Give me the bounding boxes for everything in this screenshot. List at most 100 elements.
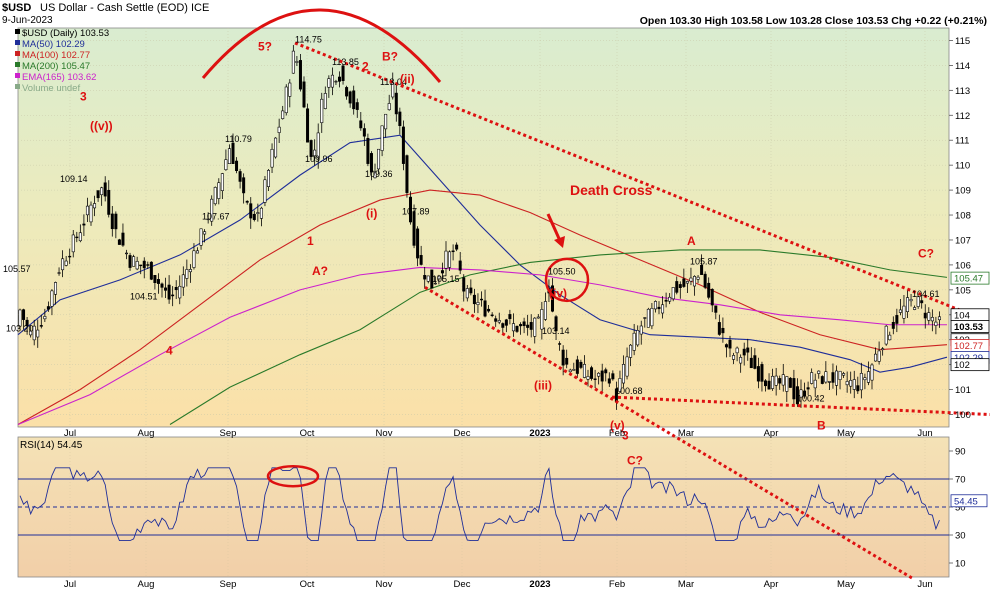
candle-body [682, 278, 686, 287]
wave-label: B [817, 418, 826, 432]
candle-body [203, 231, 207, 235]
candle-body [763, 380, 767, 387]
candle-body [455, 244, 459, 250]
candle-body [817, 370, 821, 374]
candle-body [291, 50, 295, 74]
candle-body [621, 364, 625, 384]
candle-body [18, 309, 22, 327]
candle-body [408, 196, 412, 223]
candle-body [561, 349, 565, 366]
candle-body [78, 232, 82, 242]
candle-body [558, 343, 562, 345]
price-label: 103.14 [542, 326, 570, 336]
month-label-rsi: Nov [376, 579, 393, 590]
candle-body [827, 381, 831, 383]
candle-body [423, 275, 427, 280]
candle-body [440, 270, 444, 274]
candle-body [266, 170, 270, 187]
candle-body [842, 373, 846, 376]
wave-label: 5? [258, 39, 272, 53]
candle-body [199, 228, 203, 246]
candle-body [501, 323, 505, 328]
price-tick-label: 107 [955, 235, 971, 246]
month-label: Jul [64, 428, 76, 439]
rsi-tick-label: 30 [955, 531, 966, 542]
candle-body [550, 285, 554, 312]
candle-body [909, 298, 913, 302]
price-label: 109.14 [60, 174, 88, 184]
candle-body [160, 283, 164, 288]
candle-body [25, 319, 29, 327]
candle-body [156, 279, 160, 284]
wave-label: (v) [610, 418, 625, 432]
month-label-rsi: Dec [454, 579, 471, 590]
candle-body [696, 276, 700, 280]
candle-body [515, 325, 519, 332]
candle-body [799, 389, 803, 398]
upper-trendline [294, 41, 990, 324]
rsi-tick-label: 90 [955, 447, 966, 458]
candle-body [135, 261, 139, 270]
candle-body [50, 290, 54, 307]
candle-body [167, 284, 171, 300]
candle-body [792, 378, 796, 400]
candle-body [448, 251, 452, 268]
top-arc [201, 8, 442, 83]
candle-body [426, 275, 430, 282]
price-label: 110.79 [225, 134, 252, 144]
candle-body [543, 301, 547, 320]
candle-body [849, 380, 853, 387]
candle-body [629, 344, 633, 358]
month-label: Feb [609, 428, 625, 439]
candle-body [210, 198, 214, 222]
candle-body [309, 140, 313, 157]
price-tick-label: 109 [955, 186, 971, 197]
candle-body [749, 357, 753, 369]
candle-body [756, 366, 760, 382]
candle-body [479, 298, 483, 301]
candle-body [259, 207, 263, 219]
price-tick-label: 105 [955, 285, 971, 296]
candle-body [590, 367, 594, 379]
candle-body [114, 213, 118, 230]
candle-body [774, 375, 778, 386]
candle-body [593, 378, 597, 380]
candle-body [746, 347, 750, 353]
candle-body [902, 305, 906, 319]
candle-body [263, 179, 267, 203]
last-value-label: 104 [954, 310, 970, 321]
candle-body [618, 378, 622, 392]
price-label: 107.89 [402, 207, 430, 217]
candle-body [128, 255, 132, 268]
candle-body [341, 65, 345, 81]
candle-body [235, 160, 239, 171]
legend-swatch [15, 62, 20, 67]
month-label-rsi: Feb [609, 579, 625, 590]
wave-label: (iv) [549, 286, 567, 300]
candle-body [398, 111, 402, 126]
candle-body [394, 92, 398, 115]
candle-body [206, 218, 210, 221]
candle-body [46, 306, 50, 310]
candle-body [703, 273, 707, 288]
candle-body [653, 301, 657, 310]
rsi-chart: 10 30 50 70 90 54.45 [18, 447, 988, 570]
candle-body [540, 309, 544, 330]
header-symbol: $USD [2, 2, 31, 14]
price-tick-label: 101 [955, 385, 971, 396]
price-label: 114.75 [295, 34, 322, 44]
candle-body [568, 369, 572, 373]
candle-body [362, 128, 366, 137]
candle-body [579, 361, 583, 368]
candle-body [71, 234, 75, 253]
candle-body [380, 125, 384, 151]
price-tick-label: 115 [955, 36, 970, 47]
candle-body [494, 318, 498, 322]
candle-body [923, 312, 927, 319]
candle-body [401, 126, 405, 164]
ema165-line [17, 266, 947, 426]
candle-body [174, 287, 178, 291]
candle-body [639, 325, 643, 335]
candle-body [533, 317, 537, 337]
